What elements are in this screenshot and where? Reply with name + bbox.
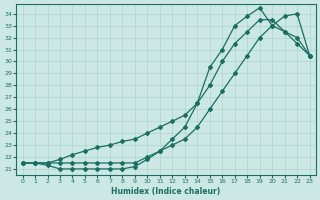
X-axis label: Humidex (Indice chaleur): Humidex (Indice chaleur) [111,187,221,196]
